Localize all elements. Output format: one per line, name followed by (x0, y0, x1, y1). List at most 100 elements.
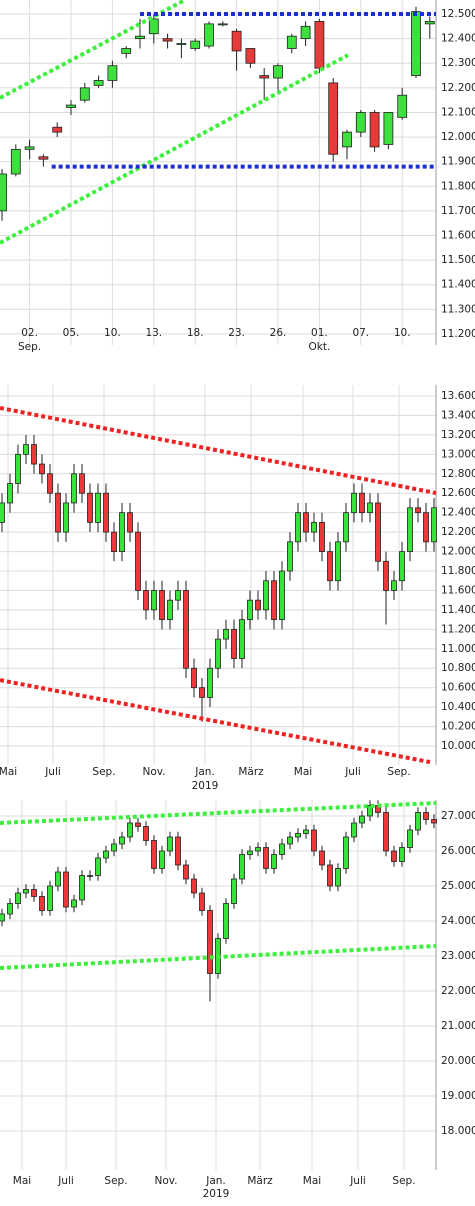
candle-body (424, 21, 435, 25)
candle-body (273, 65, 283, 79)
candle-body (247, 850, 253, 855)
candle-body (335, 541, 341, 582)
candle-body (175, 590, 181, 601)
candle-body (191, 667, 197, 689)
candle-body (143, 590, 149, 611)
candle-body (286, 35, 297, 49)
candle-body (415, 507, 421, 514)
y-tick-label: 22.000 (441, 985, 475, 997)
y-tick-label: 12.000 (441, 131, 475, 143)
candle-body (0, 502, 5, 523)
y-tick-label: 12.100 (441, 106, 475, 118)
candle-body (63, 871, 69, 908)
candle-body (199, 892, 205, 911)
y-tick-label: 11.400 (441, 604, 475, 616)
candle-body (183, 864, 189, 880)
y-tick-label: 13.000 (441, 448, 475, 460)
y-tick-label: 10.200 (441, 721, 475, 733)
y-tick-label: 11.600 (441, 584, 475, 596)
x-tick-label: Juli (57, 1175, 74, 1187)
candle-body (7, 903, 13, 915)
candle-body (127, 512, 133, 533)
candle-body (255, 599, 261, 611)
candle-body (319, 850, 325, 866)
y-tick-label: 27.000 (441, 810, 475, 822)
trend-line (0, 801, 437, 825)
candle-body (39, 896, 45, 911)
candle-body (383, 112, 394, 145)
y-tick-label: 13.200 (441, 429, 475, 441)
candle-body (175, 836, 181, 866)
candle-body (24, 146, 35, 150)
x-tick-label: Mai (303, 1175, 321, 1187)
x-tick-label: Mai (0, 766, 17, 778)
candle-body (279, 570, 285, 621)
candle-body (399, 847, 405, 862)
candle-body (319, 521, 325, 552)
candle-body (167, 836, 173, 852)
y-tick-label: 12.000 (441, 546, 475, 558)
candle-body (359, 815, 365, 824)
candle-body (87, 875, 93, 877)
candle-body (190, 40, 201, 49)
candle-body (159, 850, 165, 869)
y-tick-label: 12.400 (441, 507, 475, 519)
candle-body (328, 82, 339, 155)
candle-body (15, 453, 21, 484)
candle-body (103, 850, 109, 859)
candle-body (359, 492, 365, 514)
candle-body (415, 812, 421, 831)
candle-body (47, 473, 53, 494)
x-tick-label: Sep. (92, 766, 115, 778)
candle-body (327, 551, 333, 582)
candle-body (79, 87, 90, 101)
x-tick-label: Nov. (154, 1175, 177, 1187)
candle-body (10, 148, 21, 175)
candle-body (93, 80, 104, 86)
candle-body (215, 638, 221, 669)
y-tick-label: 13.600 (441, 390, 475, 402)
candle-body (311, 521, 317, 533)
candle-body (397, 94, 408, 118)
candle-body (79, 473, 85, 494)
candle-body (327, 864, 333, 887)
candle-body (351, 492, 357, 514)
candle-body (223, 628, 229, 640)
candle-body (342, 131, 352, 148)
candle-body (135, 35, 145, 40)
candle-body (311, 829, 317, 852)
candle-body (245, 48, 256, 64)
candle-body (271, 854, 277, 869)
x-tick-label: 18. (187, 327, 204, 339)
y-tick-label: 10.800 (441, 662, 475, 674)
candle-body (183, 590, 189, 669)
x-tick-label: Mai (294, 766, 312, 778)
candle-body (303, 512, 309, 533)
x-tick-label: Jan. (205, 1175, 226, 1187)
candle-body (31, 889, 37, 897)
x-tick-label: Sep. (392, 1175, 415, 1187)
y-tick-label: 11.800 (441, 565, 475, 577)
y-tick-label: 12.300 (441, 57, 475, 69)
candle-body (95, 492, 101, 523)
candle-body (159, 590, 165, 621)
plot-background (0, 800, 436, 1170)
candle-body (55, 492, 61, 533)
candle-body (259, 75, 270, 79)
y-tick-label: 19.000 (441, 1090, 475, 1102)
candle-body (367, 502, 373, 514)
candle-body (239, 619, 245, 659)
plot-background (0, 385, 436, 765)
candle-body (162, 38, 173, 42)
candle-body (369, 112, 380, 148)
panel: 11.200 11.300 11.400 11.500 11.600 11.700 11.8… (0, 0, 475, 353)
candle-body (79, 875, 85, 901)
y-tick-label: 12.600 (441, 487, 475, 499)
y-tick-label: 10.600 (441, 682, 475, 694)
x-tick-label: März (238, 766, 264, 778)
y-tick-label: 12.400 (441, 33, 475, 45)
candle-body (279, 843, 285, 855)
candle-body (295, 833, 301, 838)
y-tick-label: 18.000 (441, 1125, 475, 1137)
candle-body (95, 857, 101, 876)
